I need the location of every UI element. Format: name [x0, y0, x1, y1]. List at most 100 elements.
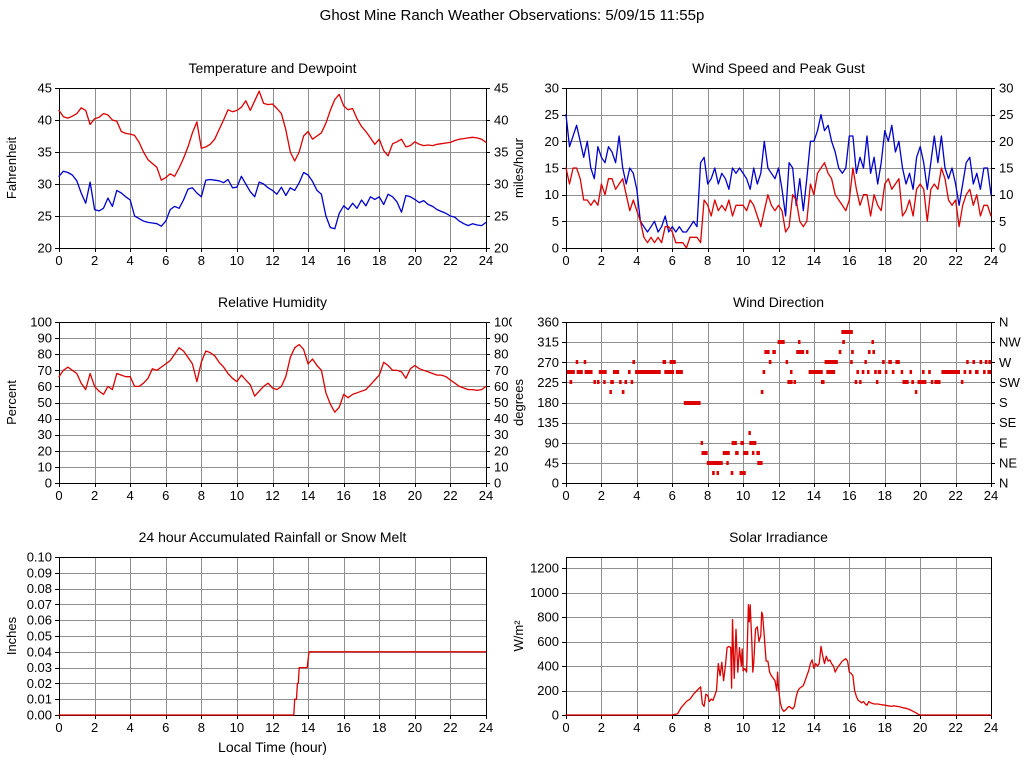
- x-tick-label: 12: [265, 488, 279, 503]
- y-right-label: 25: [494, 209, 508, 224]
- wind-direction-dashes: [566, 330, 991, 475]
- x-tick-label: 2: [91, 488, 98, 503]
- y-right-label: 10: [999, 187, 1013, 202]
- x-tick-label: 0: [562, 488, 569, 503]
- x-tick-label: 8: [198, 253, 205, 268]
- x-tick-label: 20: [913, 720, 927, 735]
- y-tick-label: 0: [552, 241, 559, 256]
- y-tick-label: 0.02: [27, 676, 52, 691]
- gridlines: [566, 322, 991, 483]
- y-right-label: 70: [494, 363, 508, 378]
- y-axis-label: Percent: [4, 380, 19, 425]
- x-tick-label: 18: [878, 253, 892, 268]
- gridlines: [566, 88, 991, 248]
- x-tick-label: 8: [704, 720, 711, 735]
- x-tick-label: 22: [948, 488, 962, 503]
- y-right-label: 20: [494, 241, 508, 256]
- x-tick-label: 0: [562, 253, 569, 268]
- chart-title: Wind Direction: [733, 294, 824, 310]
- y-right-label: 90: [494, 331, 508, 346]
- x-tick-label: 16: [336, 253, 350, 268]
- x-tick-label: 8: [198, 488, 205, 503]
- x-tick-label: 12: [265, 720, 279, 735]
- x-tick-label: 16: [842, 488, 856, 503]
- x-tick-label: 8: [704, 488, 711, 503]
- y-tick-label: 0.04: [27, 644, 52, 659]
- y-right-label: 5: [999, 214, 1006, 229]
- x-tick-label: 10: [230, 253, 244, 268]
- x-tick-label: 20: [913, 488, 927, 503]
- y-tick-label: 45: [545, 455, 559, 470]
- x-axis-label: Local Time (hour): [218, 739, 327, 755]
- y-tick-label: 50: [38, 395, 52, 410]
- x-tick-label: 4: [127, 720, 134, 735]
- x-tick-label: 8: [198, 720, 205, 735]
- y-tick-label: 1000: [530, 585, 559, 600]
- x-tick-label: 0: [55, 720, 62, 735]
- y-tick-label: 0.01: [27, 692, 52, 707]
- y-tick-label: 180: [537, 395, 559, 410]
- x-tick-label: 6: [162, 720, 169, 735]
- y-tick-label: 0.03: [27, 660, 52, 675]
- y-tick-label: 20: [38, 241, 52, 256]
- x-tick-label: 24: [984, 488, 998, 503]
- x-tick-label: 14: [301, 253, 315, 268]
- x-tick-label: 16: [336, 488, 350, 503]
- chart-solar-irradiance: 0 2 4 6 8 10 12 14 16 18 20 22 240200400600800100012…: [512, 529, 998, 735]
- x-tick-label: 16: [842, 253, 856, 268]
- x-tick-label: 24: [984, 253, 998, 268]
- y-tick-label: 40: [38, 411, 52, 426]
- x-tick-label: 12: [771, 488, 785, 503]
- tick-marks: [562, 88, 995, 252]
- x-tick-label: 16: [336, 720, 350, 735]
- y-right-label: 30: [494, 427, 508, 442]
- tick-labels: 0 2 4 6 8 10 12 14 16 18 20 22 240.000.010.020.030.0…: [27, 550, 494, 736]
- page-title: Ghost Mine Ranch Weather Observations: 5…: [319, 7, 705, 24]
- y-right-label: 45: [494, 81, 508, 96]
- x-tick-label: 18: [372, 253, 386, 268]
- x-tick-label: 10: [736, 720, 750, 735]
- y-right-label: 80: [494, 347, 508, 362]
- x-tick-label: 10: [230, 720, 244, 735]
- y-tick-label: 200: [537, 683, 559, 698]
- tick-marks: [55, 557, 487, 719]
- x-tick-label: 16: [842, 720, 856, 735]
- x-tick-label: 10: [736, 253, 750, 268]
- x-tick-label: 6: [162, 253, 169, 268]
- tick-marks: [55, 322, 490, 487]
- x-tick-label: 18: [878, 488, 892, 503]
- x-tick-label: 12: [771, 720, 785, 735]
- y-tick-label: 0.05: [27, 629, 52, 644]
- y-right-label: 20: [999, 134, 1013, 149]
- x-tick-label: 20: [408, 720, 422, 735]
- series-solar-irradiance: [565, 604, 992, 716]
- y-tick-label: 10: [38, 459, 52, 474]
- y-tick-label: 45: [38, 81, 52, 96]
- chart-title: Temperature and Dewpoint: [188, 60, 356, 76]
- x-tick-label: 24: [984, 720, 998, 735]
- y-tick-label: 1200: [530, 561, 559, 576]
- series-relative-humidity: [58, 343, 487, 413]
- x-tick-label: 14: [807, 253, 821, 268]
- tick-marks: [562, 322, 995, 487]
- x-tick-label: 6: [669, 488, 676, 503]
- y-tick-label: 10: [545, 187, 559, 202]
- y-tick-label: 0.06: [27, 613, 52, 628]
- tick-marks: [55, 88, 490, 252]
- y-tick-label: 0.08: [27, 581, 52, 596]
- y-axis-label: degrees: [512, 379, 526, 426]
- x-tick-label: 18: [372, 488, 386, 503]
- x-tick-label: 4: [633, 488, 640, 503]
- y-right-label: NE: [999, 455, 1017, 470]
- y-tick-label: 80: [38, 347, 52, 362]
- y-right-label: 40: [494, 411, 508, 426]
- y-right-label: W: [999, 355, 1012, 370]
- x-tick-label: 20: [408, 253, 422, 268]
- y-tick-label: 800: [537, 610, 559, 625]
- y-tick-label: 0.10: [27, 550, 52, 565]
- y-tick-label: 30: [38, 427, 52, 442]
